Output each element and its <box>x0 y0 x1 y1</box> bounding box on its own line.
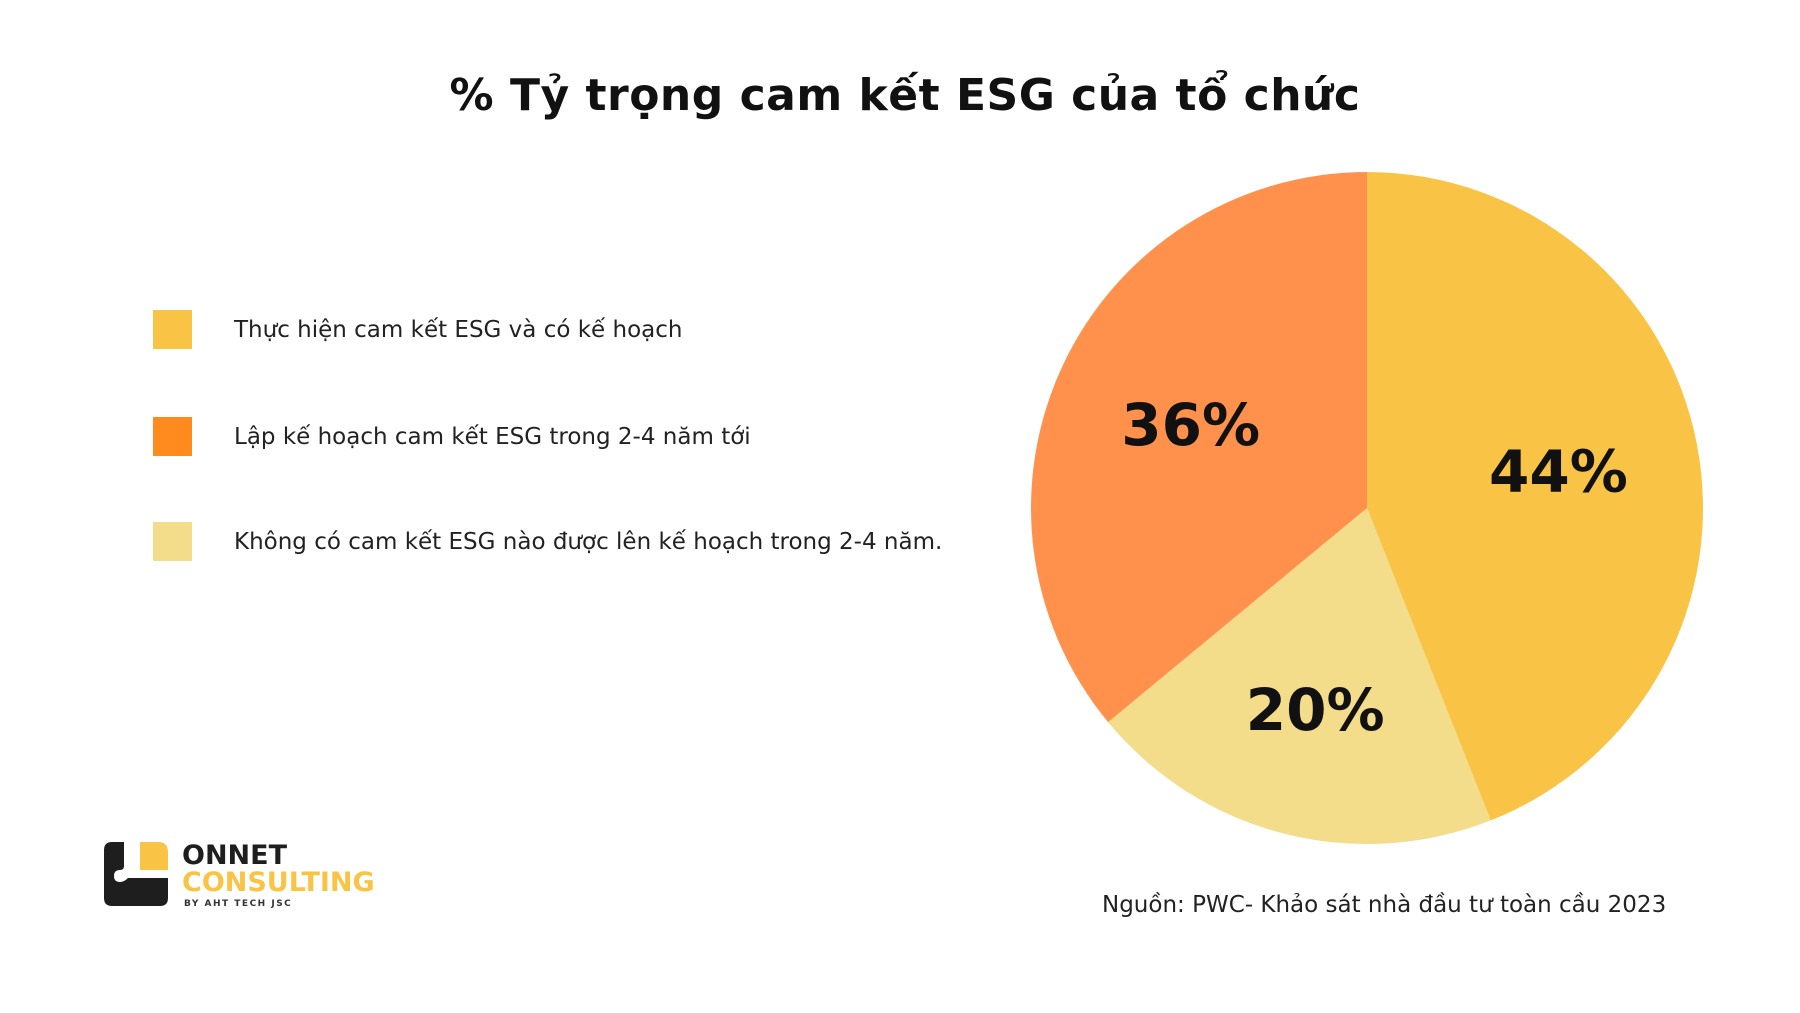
legend-label: Lập kế hoạch cam kết ESG trong 2-4 năm t… <box>234 423 751 450</box>
data-label: 36% <box>1121 391 1260 459</box>
legend-label: Thực hiện cam kết ESG và có kế hoạch <box>234 316 683 343</box>
chart-title: % Tỷ trọng cam kết ESG của tổ chức <box>449 70 1361 121</box>
source-note: Nguồn: PWC- Khảo sát nhà đầu tư toàn cầu… <box>1102 892 1667 918</box>
logo-icon <box>104 842 168 906</box>
pie-slice <box>1108 508 1491 844</box>
pie-slice <box>1367 172 1704 821</box>
logo-text: ONNET <box>182 840 288 871</box>
legend-label: Không có cam kết ESG nào được lên kế hoạ… <box>234 528 943 555</box>
pie-slice <box>1031 172 1367 723</box>
legend-item: Thực hiện cam kết ESG và có kế hoạch <box>153 310 682 349</box>
legend-swatch <box>153 522 192 561</box>
data-label: 44% <box>1489 437 1628 505</box>
legend-swatch <box>153 310 192 349</box>
legend-item: Lập kế hoạch cam kết ESG trong 2-4 năm t… <box>153 417 751 456</box>
legend-item: Không có cam kết ESG nào được lên kế hoạ… <box>153 522 942 561</box>
logo: ONNET CONSULTING BY AHT TECH JSC <box>102 840 375 912</box>
logo-tagline: BY AHT TECH JSC <box>184 899 293 909</box>
legend-swatch <box>153 417 192 456</box>
data-label: 20% <box>1246 676 1385 744</box>
logo-text: CONSULTING <box>182 867 375 898</box>
